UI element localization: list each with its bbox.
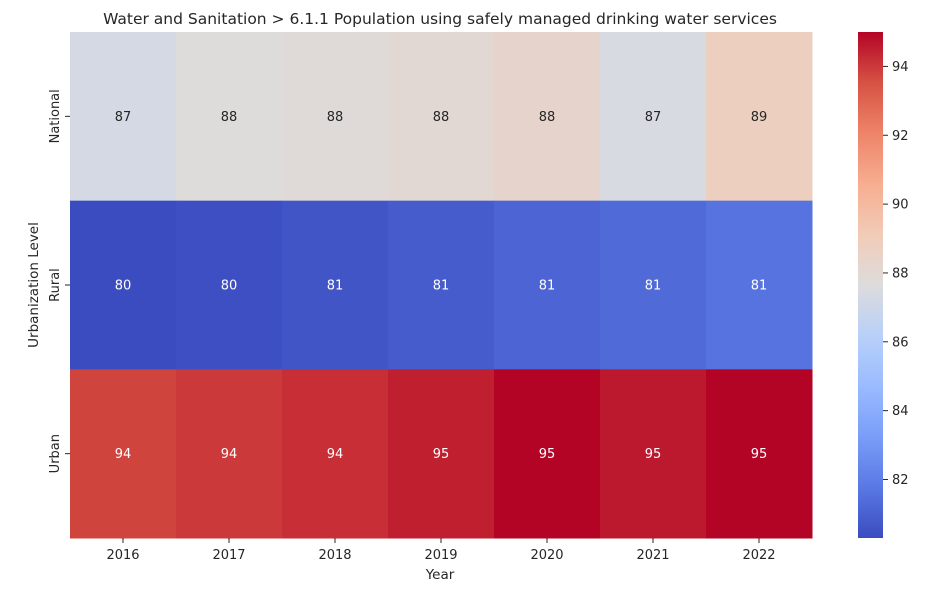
heatmap-cell <box>706 32 813 202</box>
x-tick-label: 2021 <box>636 548 669 563</box>
cell-value-label: 94 <box>327 447 344 462</box>
heatmap-cell <box>282 369 389 539</box>
cell-value-label: 95 <box>433 447 450 462</box>
cell-value-label: 81 <box>645 279 662 294</box>
colorbar-tick-label: 84 <box>892 404 909 419</box>
cell-value-label: 94 <box>115 447 132 462</box>
cell-value-label: 88 <box>539 110 556 125</box>
colorbar <box>858 32 883 538</box>
heatmap-cell <box>388 200 495 370</box>
heatmap-cell <box>600 369 707 539</box>
heatmap-cell <box>600 32 707 202</box>
heatmap-cell <box>494 200 601 370</box>
cell-value-labels: 87 88 88 88 88 87 89 80 80 81 81 81 81 81 94 94 94 95 95 95… <box>115 110 768 462</box>
x-tick-label: 2019 <box>424 548 457 563</box>
cell-value-label: 80 <box>115 279 132 294</box>
cell-value-label: 95 <box>751 447 768 462</box>
y-tick-label: National <box>48 89 63 143</box>
cell-value-label: 94 <box>221 447 238 462</box>
cell-value-label: 81 <box>539 279 556 294</box>
cell-value-label: 87 <box>645 110 662 125</box>
chart-title: Water and Sanitation > 6.1.1 Population … <box>103 10 777 28</box>
cell-value-label: 88 <box>221 110 238 125</box>
cell-value-label: 89 <box>751 110 768 125</box>
heatmap-cell <box>176 200 283 370</box>
x-tick-label: 2016 <box>106 548 139 563</box>
y-axis-label: Urbanization Level <box>26 222 42 348</box>
x-tick-label: 2020 <box>530 548 563 563</box>
heatmap-cell <box>176 32 283 202</box>
x-tick-label: 2022 <box>742 548 775 563</box>
colorbar-tick-label: 92 <box>892 129 909 144</box>
cell-value-label: 81 <box>751 279 768 294</box>
colorbar-tick-label: 86 <box>892 335 909 350</box>
cell-value-label: 88 <box>327 110 344 125</box>
cell-value-label: 87 <box>115 110 132 125</box>
colorbar-tick-label: 88 <box>892 266 909 281</box>
cell-value-label: 81 <box>433 279 450 294</box>
x-axis-ticks: 2016 2017 2018 2019 2020 2021 2022 <box>106 538 776 563</box>
y-tick-label: Urban <box>48 434 63 473</box>
heatmap-cell <box>494 369 601 539</box>
heatmap-cell <box>70 369 177 539</box>
x-tick-label: 2018 <box>318 548 351 563</box>
y-axis-ticks: National Rural Urban <box>48 89 70 473</box>
heatmap-cell <box>494 32 601 202</box>
cell-value-label: 81 <box>327 279 344 294</box>
colorbar-tick-label: 90 <box>892 198 909 213</box>
heatmap-cell <box>282 32 389 202</box>
colorbar-tick-label: 82 <box>892 473 909 488</box>
colorbar-tick-label: 94 <box>892 60 909 75</box>
heatmap-cell <box>388 32 495 202</box>
heatmap-cell <box>70 32 177 202</box>
heatmap-cell <box>176 369 283 539</box>
heatmap-cell <box>706 200 813 370</box>
heatmap-cell <box>388 369 495 539</box>
heatmap-cell <box>282 200 389 370</box>
heatmap-cells <box>70 32 813 539</box>
cell-value-label: 80 <box>221 279 238 294</box>
colorbar-ticks: 82 84 86 88 90 92 94 <box>883 60 909 488</box>
x-axis-label: Year <box>425 567 455 583</box>
cell-value-label: 88 <box>433 110 450 125</box>
heatmap-cell <box>706 369 813 539</box>
heatmap-cell <box>70 200 177 370</box>
x-tick-label: 2017 <box>212 548 245 563</box>
heatmap-cell <box>600 200 707 370</box>
cell-value-label: 95 <box>645 447 662 462</box>
cell-value-label: 95 <box>539 447 556 462</box>
y-tick-label: Rural <box>48 268 63 302</box>
